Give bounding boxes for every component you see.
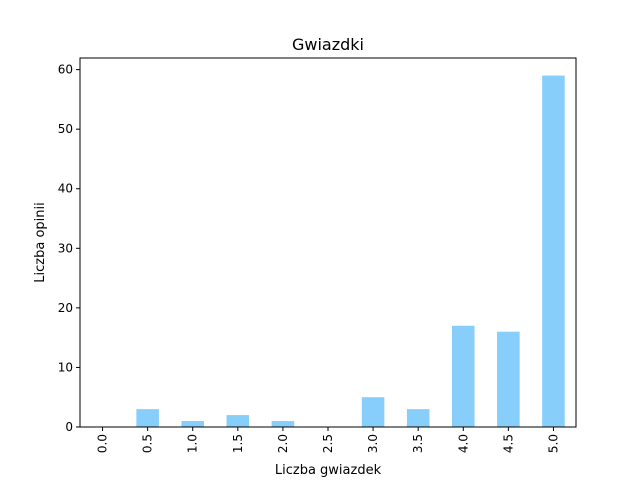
- bar-0.5: [136, 409, 159, 427]
- x-axis-label: Liczba gwiazdek: [275, 463, 382, 478]
- x-axis-ticks: 0.0 0.5 1.0 1.5 2.0 2.5 3.0 3.5 4.0 4.5 5.0: [96, 427, 560, 453]
- y-tick-label: 30: [58, 241, 73, 255]
- x-tick-label: 1.5: [231, 434, 245, 453]
- x-tick-label: 1.0: [186, 434, 200, 453]
- y-tick-label: 50: [58, 122, 73, 136]
- y-tick-label: 40: [58, 182, 73, 196]
- bar-2.0: [271, 421, 295, 427]
- x-tick-label: 2.0: [276, 434, 290, 453]
- y-tick-label: 60: [58, 63, 73, 77]
- bar-3.5: [406, 409, 430, 427]
- bar-5.0: [542, 75, 565, 428]
- x-tick-label: 3.0: [366, 434, 380, 453]
- y-axis-label: Liczba opinii: [33, 202, 48, 282]
- x-tick-label: 4.5: [501, 434, 515, 453]
- y-axis-ticks: 0 10 20 30 40 50 60: [58, 63, 80, 434]
- x-tick-label: 5.0: [546, 434, 560, 453]
- plot-frame: [79, 57, 577, 428]
- bar-1.5: [226, 415, 250, 427]
- x-tick-label: 3.5: [411, 434, 425, 453]
- x-tick-label: 2.5: [321, 434, 335, 453]
- chart-title: Gwiazdki: [292, 35, 364, 54]
- x-tick-label: 0.0: [96, 434, 110, 453]
- y-tick-label: 0: [65, 420, 73, 434]
- bars-group: [136, 75, 565, 428]
- bar-1.0: [181, 421, 204, 427]
- y-tick-label: 20: [58, 301, 73, 315]
- bar-4.0: [452, 325, 475, 427]
- bar-4.5: [497, 331, 520, 427]
- x-tick-label: 0.5: [141, 434, 155, 453]
- x-tick-label: 4.0: [456, 434, 470, 453]
- y-tick-label: 10: [58, 360, 73, 374]
- bar-3.0: [361, 397, 385, 427]
